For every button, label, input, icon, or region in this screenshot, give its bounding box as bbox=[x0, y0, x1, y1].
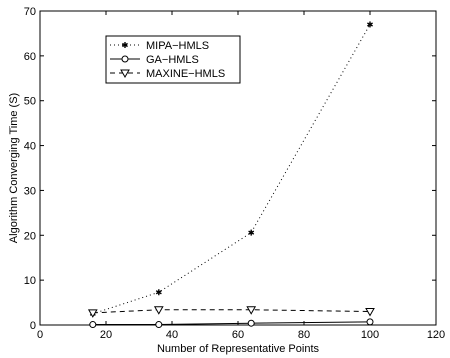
legend-label: GA−HMLS bbox=[146, 54, 199, 66]
data-point bbox=[366, 318, 374, 326]
y-tick-label: 30 bbox=[24, 185, 36, 197]
y-tick-label: 40 bbox=[24, 141, 36, 153]
x-tick-label: 40 bbox=[166, 329, 178, 341]
legend-entry: MAXINE−HMLS bbox=[110, 68, 225, 80]
data-point bbox=[248, 229, 255, 236]
legend-label: MIPA−HMLS bbox=[146, 40, 209, 52]
data-point bbox=[121, 55, 129, 63]
legend-label: MAXINE−HMLS bbox=[146, 68, 225, 80]
series-maxine-hmls bbox=[87, 306, 375, 318]
legend-entry: MIPA−HMLS bbox=[110, 40, 209, 52]
y-axis-label: Algorithm Converging Time (S) bbox=[8, 93, 20, 243]
data-point bbox=[247, 319, 255, 327]
data-point bbox=[153, 306, 164, 315]
y-tick-label: 70 bbox=[24, 6, 36, 18]
data-point bbox=[365, 308, 375, 317]
y-tick-label: 10 bbox=[24, 275, 36, 287]
x-tick-label: 20 bbox=[100, 329, 112, 341]
y-tick-label: 50 bbox=[24, 96, 36, 108]
x-axis-label: Number of Representative Points bbox=[157, 343, 320, 355]
series-line bbox=[92, 309, 371, 314]
x-tick-label: 100 bbox=[361, 329, 379, 341]
series-ga-hmls bbox=[89, 318, 374, 329]
series-group bbox=[87, 21, 375, 329]
data-point bbox=[246, 306, 257, 315]
x-tick-label: 0 bbox=[37, 329, 43, 341]
legend-entry: GA−HMLS bbox=[110, 54, 199, 66]
data-point bbox=[122, 42, 128, 48]
x-tick-label: 60 bbox=[232, 329, 244, 341]
x-tick-label: 120 bbox=[427, 329, 445, 341]
data-point bbox=[120, 69, 130, 79]
axis-ticks: 0 20 40 60 80 100 120 0 10 20 30 40 50 60 70 bbox=[24, 6, 445, 341]
y-tick-label: 0 bbox=[30, 320, 36, 332]
data-point bbox=[87, 309, 98, 318]
series-line bbox=[92, 321, 371, 326]
data-point bbox=[367, 21, 373, 28]
legend: MIPA−HMLS GA−HMLS MAXINE−HMLS bbox=[105, 35, 241, 84]
data-point bbox=[89, 321, 97, 329]
data-point bbox=[155, 321, 163, 329]
x-tick-label: 80 bbox=[298, 329, 310, 341]
y-tick-label: 20 bbox=[24, 230, 36, 242]
data-point bbox=[155, 289, 162, 296]
series-line bbox=[92, 24, 371, 315]
y-tick-label: 60 bbox=[24, 51, 36, 63]
